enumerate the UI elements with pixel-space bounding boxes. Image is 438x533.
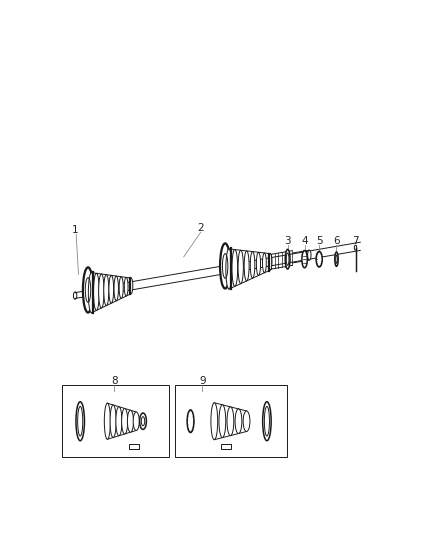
Ellipse shape <box>250 252 255 278</box>
Ellipse shape <box>256 252 261 276</box>
Ellipse shape <box>114 276 118 301</box>
Ellipse shape <box>220 244 230 288</box>
Ellipse shape <box>227 407 234 435</box>
Ellipse shape <box>232 249 238 286</box>
Ellipse shape <box>238 250 244 284</box>
Ellipse shape <box>265 407 269 436</box>
Ellipse shape <box>263 402 271 441</box>
Bar <box>175 385 287 457</box>
Ellipse shape <box>226 249 232 289</box>
Ellipse shape <box>122 408 128 434</box>
Ellipse shape <box>83 268 93 312</box>
Ellipse shape <box>141 417 145 426</box>
Ellipse shape <box>262 253 266 273</box>
Ellipse shape <box>127 410 134 432</box>
Ellipse shape <box>133 412 139 431</box>
Text: 3: 3 <box>284 236 291 246</box>
Ellipse shape <box>268 254 272 270</box>
Ellipse shape <box>119 277 123 298</box>
Ellipse shape <box>88 272 95 313</box>
Ellipse shape <box>109 276 113 303</box>
Ellipse shape <box>244 251 249 281</box>
Ellipse shape <box>302 251 307 268</box>
Ellipse shape <box>316 252 322 267</box>
Ellipse shape <box>243 411 250 432</box>
Ellipse shape <box>286 253 289 265</box>
Bar <box>130 443 139 449</box>
Text: 7: 7 <box>352 236 359 246</box>
Ellipse shape <box>129 278 133 294</box>
Text: 8: 8 <box>111 376 117 386</box>
Bar <box>62 385 169 457</box>
Ellipse shape <box>140 413 146 430</box>
Ellipse shape <box>116 407 122 436</box>
Text: 1: 1 <box>72 225 78 235</box>
Text: 9: 9 <box>199 376 206 386</box>
Text: 6: 6 <box>333 236 340 246</box>
Text: 2: 2 <box>198 223 204 233</box>
Ellipse shape <box>104 274 109 305</box>
Ellipse shape <box>219 405 226 438</box>
Ellipse shape <box>124 277 128 296</box>
Ellipse shape <box>285 249 290 269</box>
Ellipse shape <box>335 252 338 266</box>
Ellipse shape <box>93 273 99 310</box>
Ellipse shape <box>187 410 194 432</box>
Ellipse shape <box>235 409 242 433</box>
Text: 5: 5 <box>316 236 322 246</box>
Text: 4: 4 <box>301 236 308 246</box>
Ellipse shape <box>104 403 110 439</box>
Ellipse shape <box>99 274 104 308</box>
Ellipse shape <box>78 407 83 436</box>
Bar <box>221 443 230 449</box>
Ellipse shape <box>307 250 311 260</box>
Ellipse shape <box>76 402 85 441</box>
Ellipse shape <box>110 405 116 438</box>
Ellipse shape <box>336 255 337 263</box>
Ellipse shape <box>211 403 218 440</box>
